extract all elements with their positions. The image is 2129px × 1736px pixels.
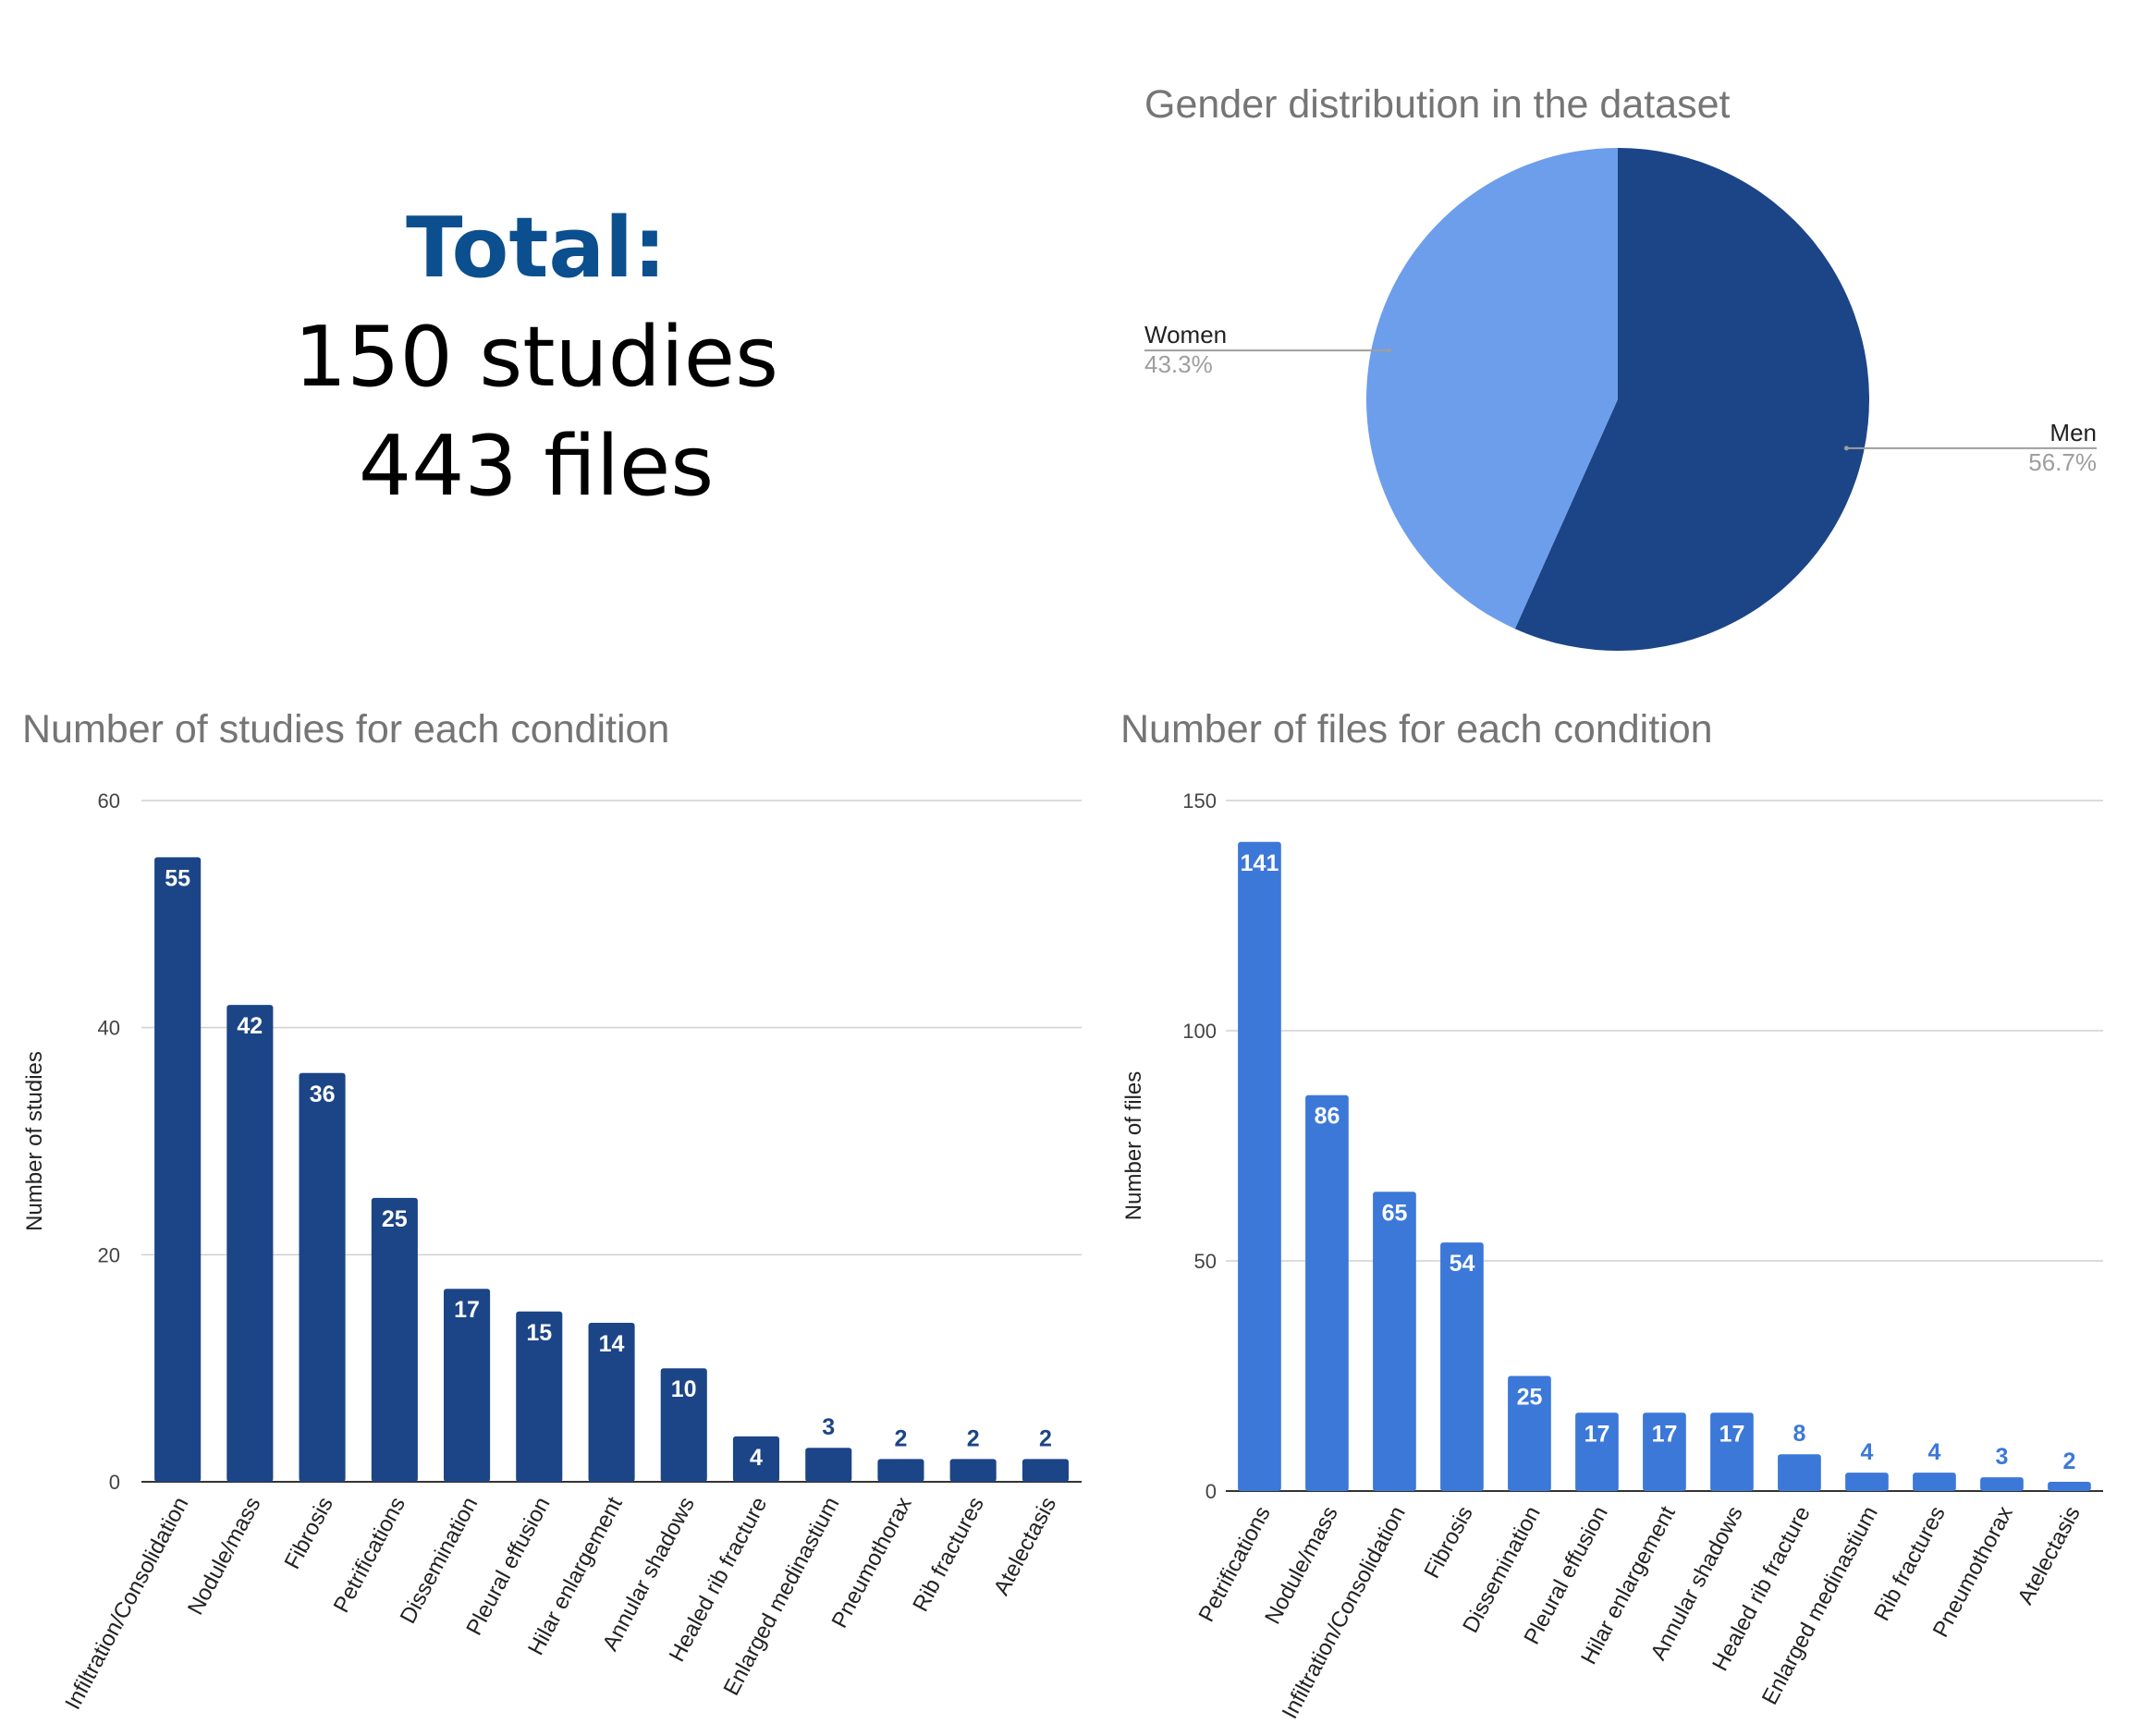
studies-ytick: 40 xyxy=(98,1017,120,1040)
studies-bar xyxy=(516,1311,563,1483)
studies-category-label: Atelectasis xyxy=(989,1493,1061,1599)
studies-bar xyxy=(588,1323,635,1482)
files-value-label: 17 xyxy=(1719,1421,1745,1447)
studies-bar xyxy=(371,1197,418,1482)
files-category-label: Fibrosis xyxy=(1420,1502,1478,1583)
files-bar xyxy=(1305,1094,1349,1491)
files-ytick: 50 xyxy=(1194,1250,1217,1273)
studies-value-label: 3 xyxy=(822,1414,835,1440)
files-category-label: Atelectasis xyxy=(2013,1502,2085,1608)
files-category-label: Petrifications xyxy=(1193,1502,1275,1626)
files-value-label: 17 xyxy=(1652,1421,1678,1447)
files-bar-chart: Number of files for each condition 0 50 100… xyxy=(1120,707,2103,1723)
pie-label-women: Women xyxy=(1144,321,1227,348)
studies-category-label: Fibrosis xyxy=(280,1493,338,1573)
files-bar xyxy=(1508,1375,1551,1491)
pie-percent-men: 56.7% xyxy=(2028,448,2097,476)
files-value-label: 8 xyxy=(1793,1421,1806,1447)
files-ytick: 100 xyxy=(1182,1020,1217,1043)
studies-ytick: 60 xyxy=(98,789,120,813)
files-ytick: 0 xyxy=(1205,1480,1217,1503)
studies-value-label: 55 xyxy=(165,865,190,891)
studies-value-label: 2 xyxy=(894,1425,907,1451)
studies-value-label: 14 xyxy=(599,1331,625,1357)
files-value-label: 4 xyxy=(1928,1439,1941,1465)
files-value-label: 25 xyxy=(1517,1385,1543,1411)
files-title: Number of files for each condition xyxy=(1120,707,1713,752)
files-value-label: 54 xyxy=(1450,1251,1475,1277)
files-ylabel: Number of files xyxy=(1121,1071,1146,1220)
studies-bar xyxy=(1022,1459,1069,1482)
studies-value-label: 2 xyxy=(1039,1425,1052,1451)
pie-title: Gender distribution in the dataset xyxy=(1144,82,1731,127)
studies-category-label: Petrifications xyxy=(329,1493,410,1617)
pie-label-men: Men xyxy=(2049,419,2097,446)
studies-bar xyxy=(226,1005,274,1482)
studies-bar xyxy=(877,1459,924,1482)
studies-bar xyxy=(444,1289,491,1482)
studies-bar xyxy=(299,1072,346,1482)
pie-slice-men xyxy=(1514,148,1870,652)
files-bar xyxy=(1980,1477,2024,1491)
studies-value-label: 25 xyxy=(382,1206,408,1232)
studies-bar xyxy=(805,1448,852,1482)
studies-value-label: 4 xyxy=(750,1445,763,1471)
studies-ytick: 0 xyxy=(109,1471,120,1494)
studies-value-label: 10 xyxy=(671,1376,697,1402)
files-value-label: 3 xyxy=(1996,1444,2009,1470)
studies-value-label: 15 xyxy=(526,1320,552,1346)
studies-bar-chart: Number of studies for each condition 0 20 4… xyxy=(22,707,1082,1714)
studies-category-label: Dissemination xyxy=(396,1493,483,1628)
studies-value-label: 2 xyxy=(967,1425,980,1451)
files-value-label: 65 xyxy=(1382,1200,1408,1226)
files-value-label: 141 xyxy=(1241,850,1279,876)
pie-slice-women xyxy=(1366,148,1618,630)
studies-category-label: Nodule/mass xyxy=(183,1493,266,1619)
files-bar xyxy=(1575,1412,1619,1491)
files-count: 443 files xyxy=(358,418,715,515)
studies-ylabel: Number of studies xyxy=(22,1051,47,1231)
files-value-label: 4 xyxy=(1861,1439,1874,1465)
gender-pie-chart: Gender distribution in the dataset Men56.… xyxy=(1144,82,2097,652)
files-bar xyxy=(1373,1192,1416,1491)
studies-title: Number of studies for each condition xyxy=(22,707,669,752)
studies-bar xyxy=(660,1368,707,1482)
files-value-label: 2 xyxy=(2063,1449,2076,1474)
studies-value-label: 36 xyxy=(310,1082,336,1107)
studies-bar xyxy=(949,1459,997,1482)
files-bar xyxy=(1238,841,1281,1491)
studies-category-label: Infiltration/Consolidation xyxy=(60,1493,193,1714)
files-bar xyxy=(1643,1412,1686,1491)
files-bar xyxy=(1913,1473,1956,1491)
files-bar xyxy=(1710,1412,1754,1491)
files-category-label: Rib fractures xyxy=(1869,1502,1951,1625)
studies-count: 150 studies xyxy=(293,309,778,406)
dataset-summary: Total: 150 studies 443 files xyxy=(139,194,934,521)
studies-value-label: 42 xyxy=(237,1013,263,1039)
studies-category-label: Pneumothorax xyxy=(827,1493,917,1632)
files-bar xyxy=(2048,1482,2091,1491)
total-label: Total: xyxy=(406,200,667,297)
files-ytick: 150 xyxy=(1182,789,1217,813)
files-bar xyxy=(1845,1473,1889,1491)
files-value-label: 86 xyxy=(1315,1104,1340,1130)
files-category-label: Infiltration/Consolidation xyxy=(1278,1502,1411,1723)
studies-ytick: 20 xyxy=(98,1243,120,1266)
studies-value-label: 17 xyxy=(454,1297,480,1323)
files-value-label: 17 xyxy=(1585,1421,1610,1447)
studies-bar xyxy=(154,857,202,1482)
files-bar xyxy=(1778,1454,1821,1491)
studies-category-label: Rib fractures xyxy=(908,1493,989,1616)
pie-percent-women: 43.3% xyxy=(1144,350,1213,378)
files-bar xyxy=(1440,1242,1484,1491)
studies-bar xyxy=(732,1436,779,1482)
